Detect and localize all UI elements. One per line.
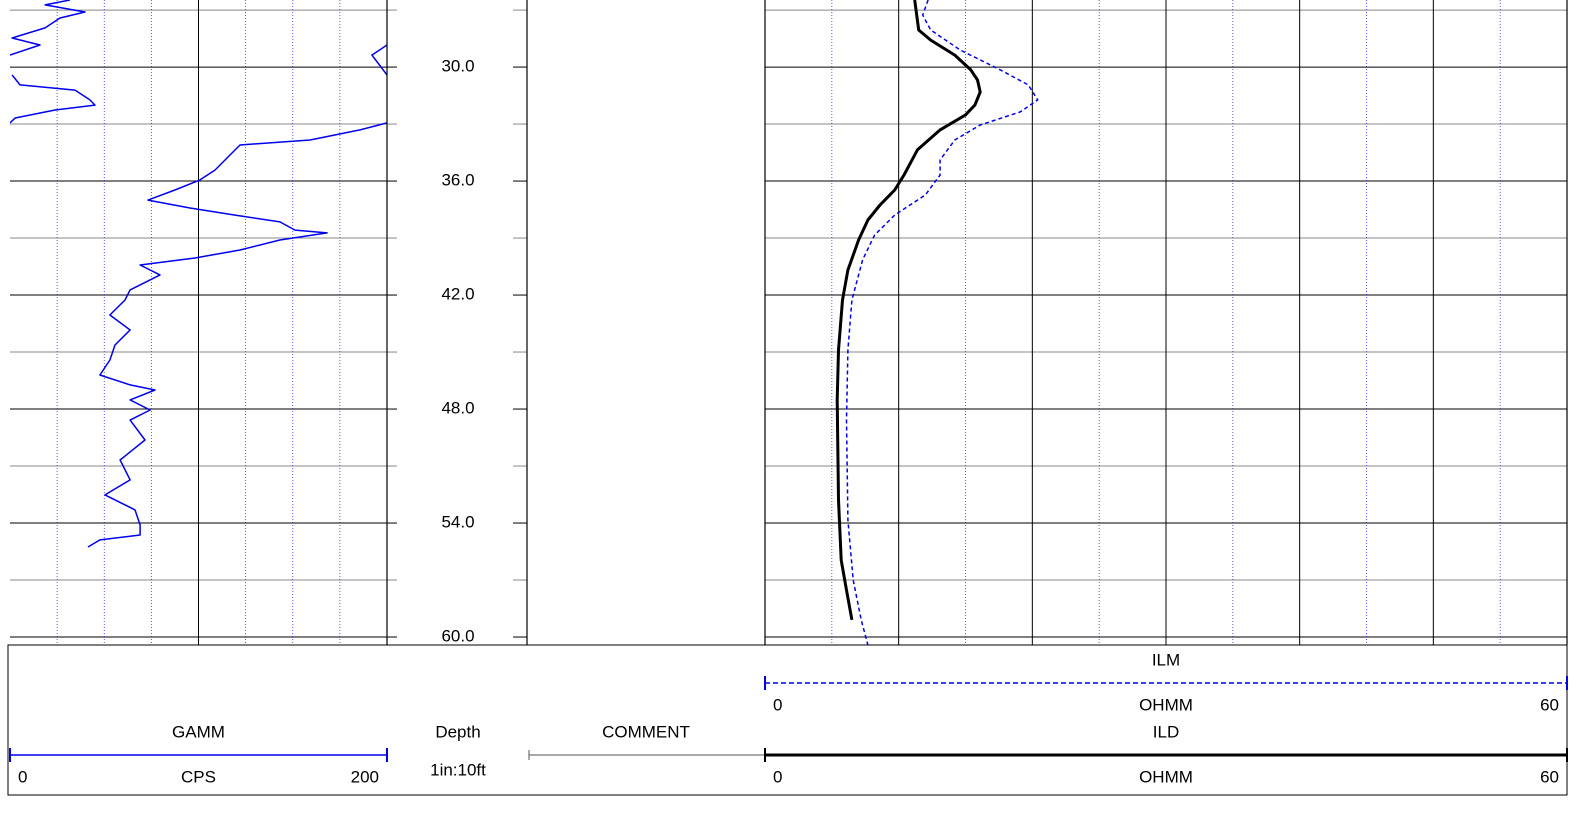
curve-name: ILM: [1152, 650, 1180, 669]
depth-tick-label: 54.0: [441, 513, 474, 532]
depth-tick-label: 42.0: [441, 285, 474, 304]
comment-title: COMMENT: [602, 722, 690, 741]
curve-name: ILD: [1153, 722, 1179, 741]
depth-tick-label: 48.0: [441, 399, 474, 418]
log-curve: [835, 0, 982, 621]
curve-unit: OHMM: [1139, 767, 1193, 786]
scale-min: 0: [773, 695, 782, 714]
scale-min: 0: [18, 767, 27, 786]
scale-max: 60: [1540, 767, 1559, 786]
scale-min: 0: [773, 767, 782, 786]
depth-tick-label: 36.0: [441, 171, 474, 190]
depth-tick-label: 60.0: [441, 627, 474, 646]
scale-max: 200: [351, 767, 379, 786]
log-curve: [845, 0, 1039, 645]
curve-unit: CPS: [181, 767, 216, 786]
track-curves: [10, 0, 387, 548]
header-box: [7, 644, 1568, 796]
depth-tick-label: 30.0: [441, 57, 474, 76]
curve-name: GAMM: [172, 722, 225, 741]
track-curves: [835, 0, 1039, 645]
log-curve: [10, 0, 387, 548]
depth-title: Depth: [435, 722, 480, 741]
depth-scale: 1in:10ft: [430, 760, 486, 779]
scale-max: 60: [1540, 695, 1559, 714]
curve-unit: OHMM: [1139, 695, 1193, 714]
